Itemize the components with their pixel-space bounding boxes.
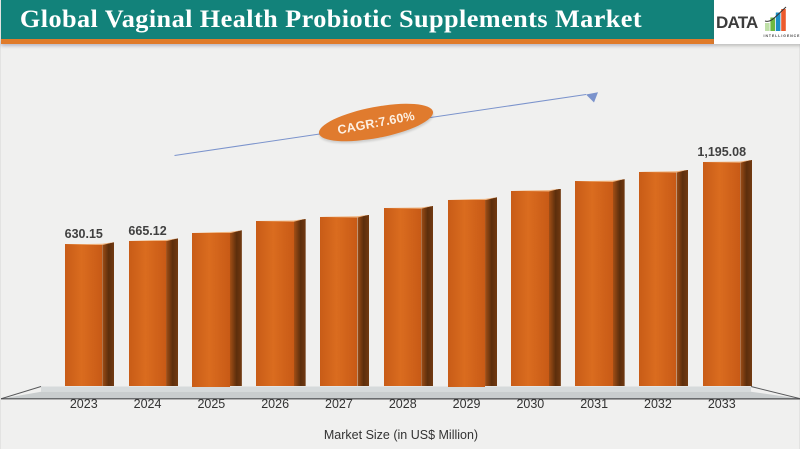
svg-text:INTELLIGENCE: INTELLIGENCE — [764, 34, 800, 38]
svg-text:DATA: DATA — [716, 13, 758, 32]
